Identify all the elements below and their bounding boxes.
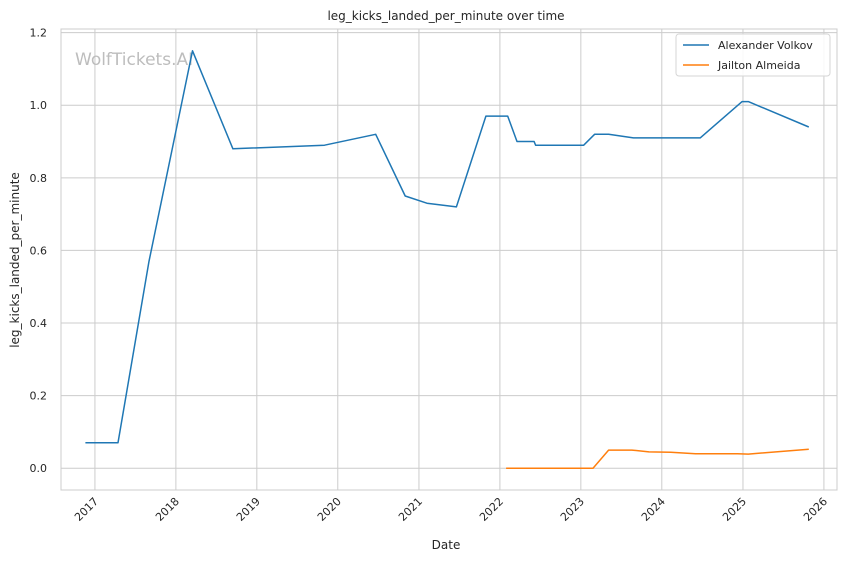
y-tick-label: 1.2 — [30, 27, 48, 40]
y-tick-label: 0.4 — [30, 317, 48, 330]
legend-entry: Alexander Volkov — [718, 39, 813, 52]
y-axis-title: leg_kicks_landed_per_minute — [8, 172, 22, 348]
y-tick-label: 0.6 — [30, 244, 48, 257]
y-tick-labels: 0.0 0.2 0.4 0.6 0.8 1.0 1.2 — [30, 27, 48, 476]
legend: Alexander Volkov Jailton Almeida — [675, 33, 831, 77]
plot-area-frame — [60, 28, 838, 491]
legend-box — [675, 33, 831, 77]
grid-lines — [61, 29, 837, 490]
series-line-jailton-almeida — [506, 448, 809, 469]
series-lines — [85, 50, 810, 469]
y-tick-label: 0.2 — [30, 390, 48, 403]
y-tick-label: 1.0 — [30, 99, 48, 112]
x-axis-title: Date — [432, 538, 461, 552]
legend-entry: Jailton Almeida — [717, 59, 800, 72]
y-tick-label: 0.0 — [30, 462, 48, 475]
series-line-alexander-volkov — [85, 50, 810, 444]
chart-title: leg_kicks_landed_per_minute over time — [327, 9, 564, 23]
y-tick-label: 0.8 — [30, 172, 48, 185]
watermark: WolfTickets.AI — [75, 50, 193, 70]
